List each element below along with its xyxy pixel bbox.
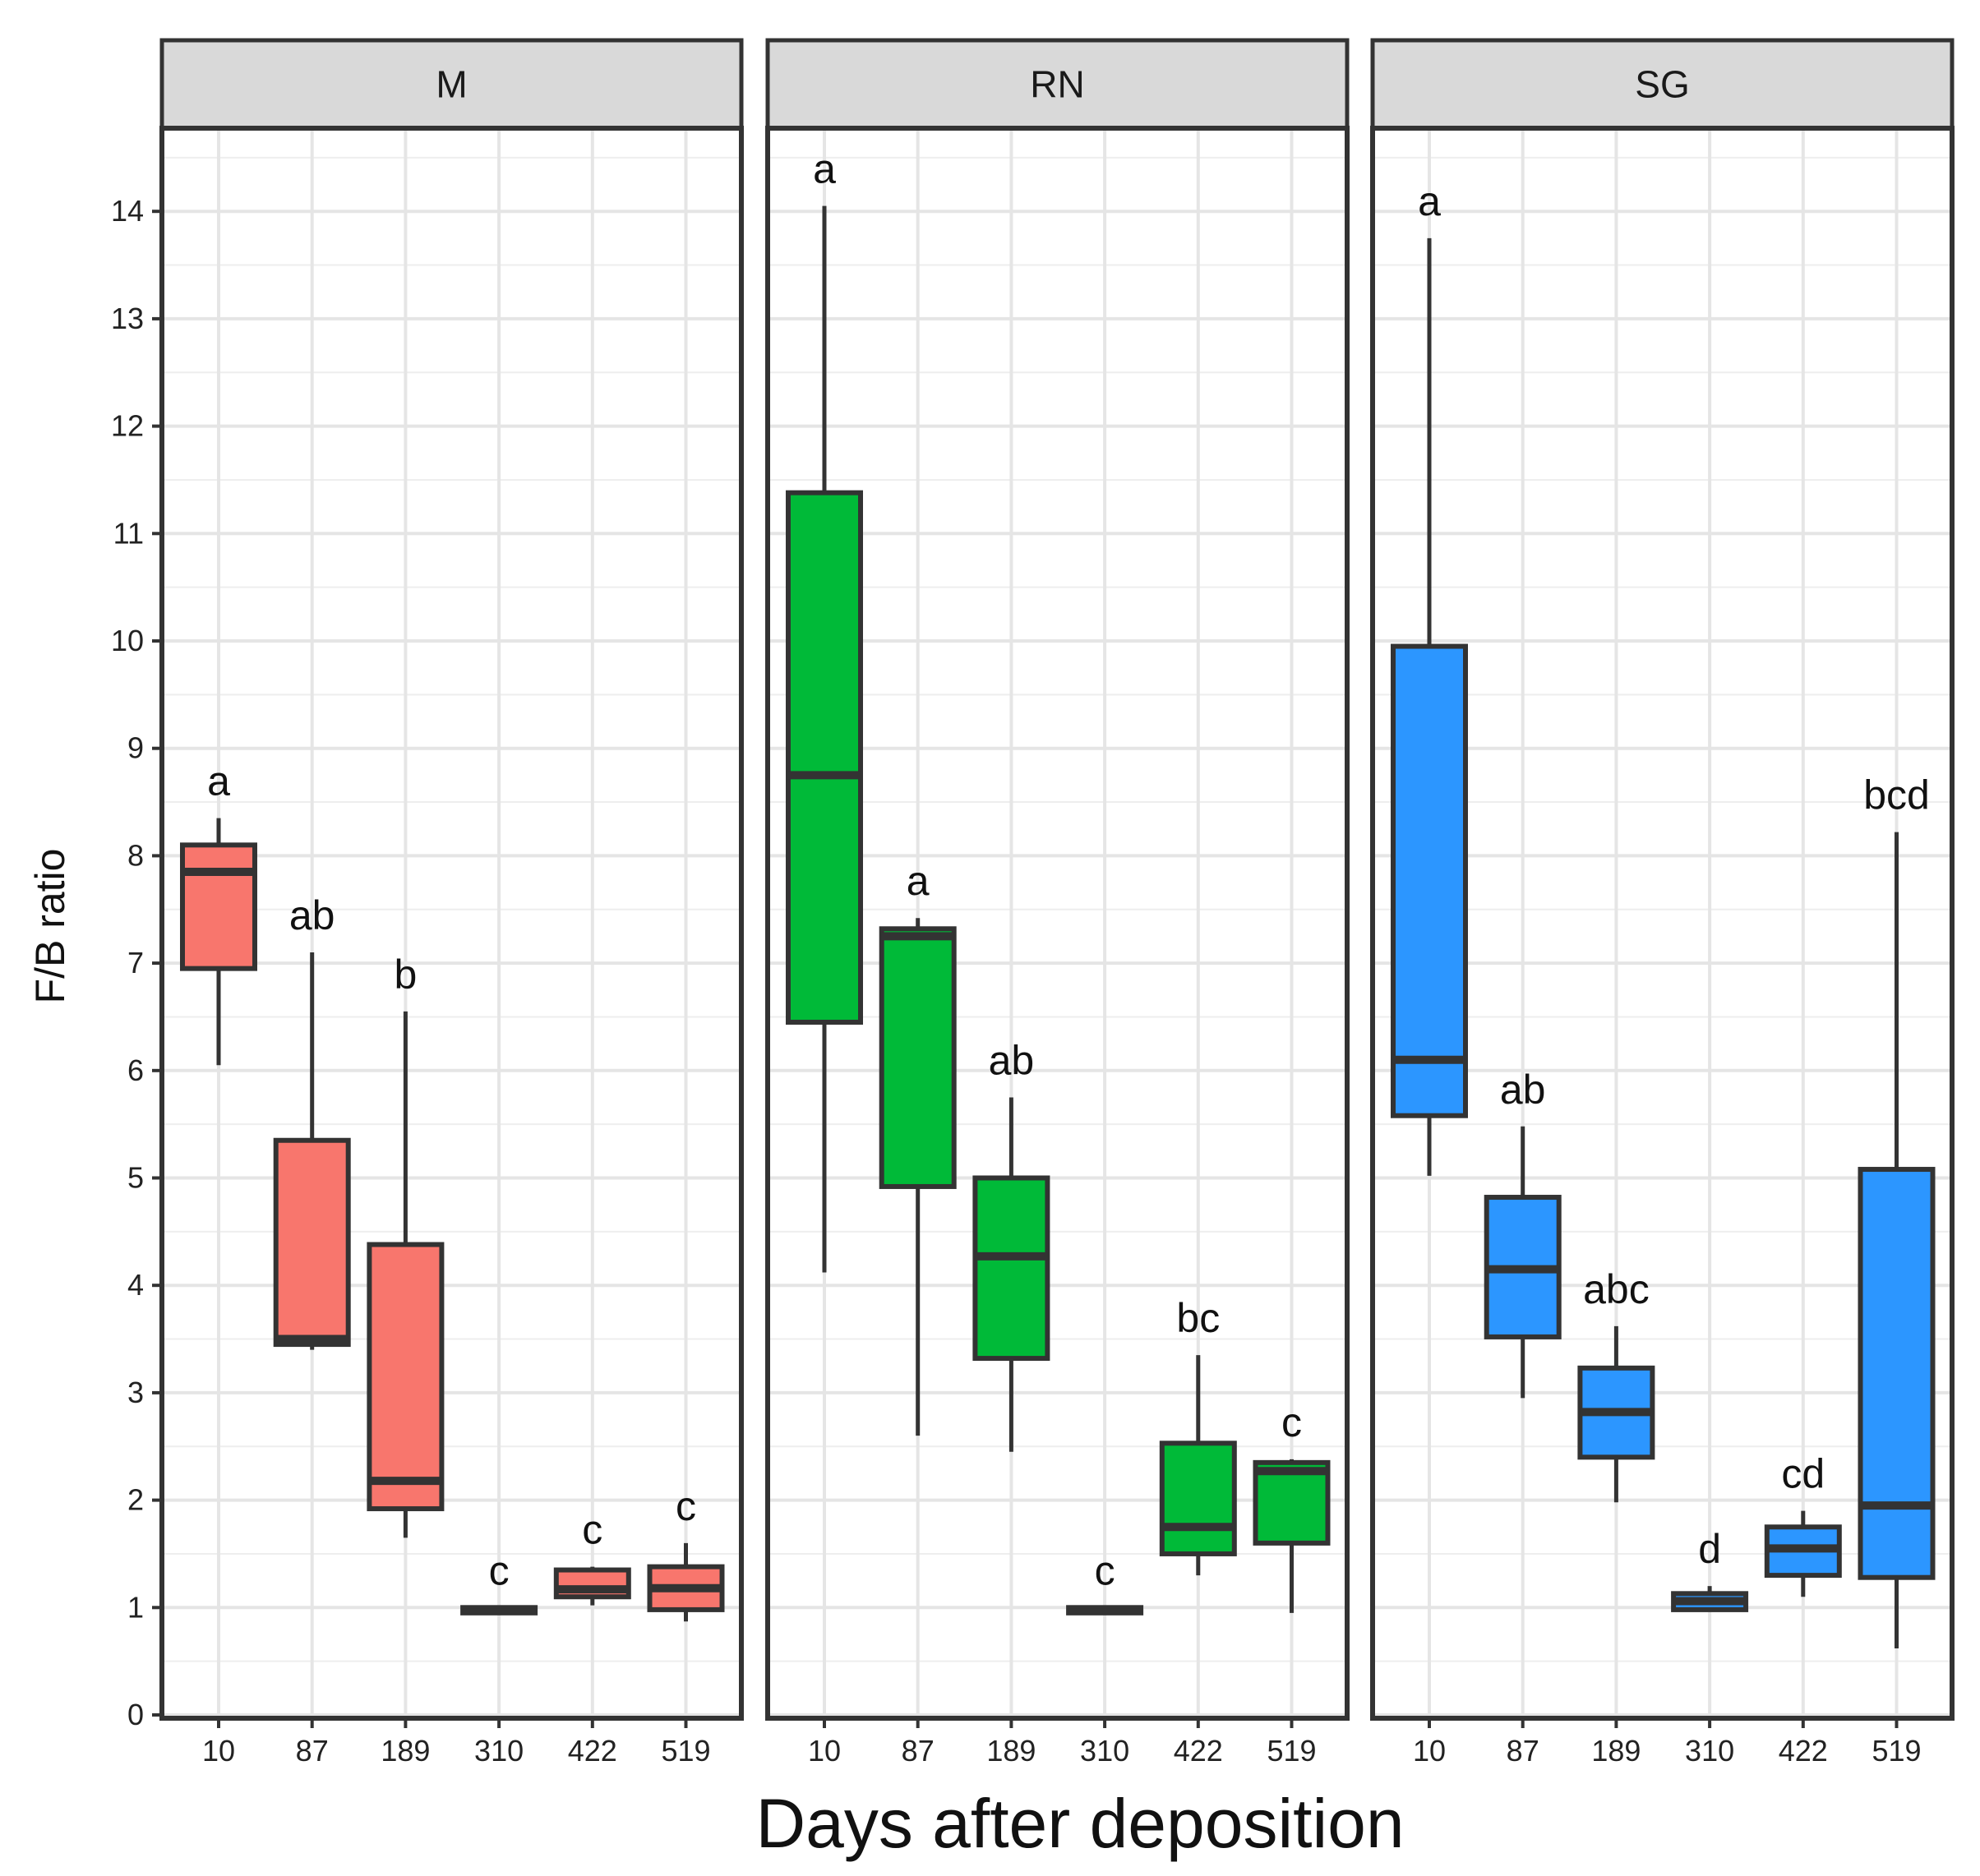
box-sg-310: d — [1671, 1526, 1749, 1612]
panel-border — [1370, 126, 1955, 1721]
x-tick-label: 519 — [1267, 1734, 1316, 1768]
box-sg-519: bcd — [1858, 772, 1936, 1648]
y-axis-title: F/B ratio — [27, 849, 73, 1004]
x-tick-label: 87 — [1507, 1734, 1539, 1768]
plot-background — [768, 128, 1347, 1718]
y-tick-label: 12 — [111, 409, 144, 443]
y-tick-label: 5 — [127, 1161, 144, 1195]
x-tick-label: 519 — [1872, 1734, 1921, 1768]
x-tick-label: 310 — [1685, 1734, 1734, 1768]
x-tick-label: 189 — [986, 1734, 1036, 1768]
significance-label: a — [813, 146, 836, 192]
x-tick-label: 189 — [381, 1734, 430, 1768]
y-tick-label: 13 — [111, 302, 144, 335]
significance-label: ab — [989, 1037, 1035, 1083]
panel-rn: RN a a ab c bc c 10 87 189 310 422 519 — [765, 38, 1350, 1768]
panel-border — [159, 126, 744, 1721]
box-m-10: a — [180, 758, 257, 1066]
x-tick-label: 422 — [1779, 1734, 1828, 1768]
x-tick-label: 10 — [808, 1734, 841, 1768]
panel-sg: SG a ab abc d cd bcd 10 87 189 310 422 519 — [1370, 38, 1955, 1768]
significance-label: a — [207, 758, 230, 804]
facet-strip-label: M — [436, 63, 467, 106]
facet-strip — [159, 38, 744, 131]
y-tick-label: 6 — [127, 1053, 144, 1087]
box-body — [1391, 643, 1468, 1118]
x-axis-title: Days after deposition — [755, 1785, 1404, 1862]
box-sg-10: a — [1391, 178, 1468, 1176]
box-sg-87: ab — [1484, 1067, 1562, 1399]
x-tick-label: 422 — [568, 1734, 617, 1768]
x-tick-label: 87 — [296, 1734, 329, 1768]
significance-label: d — [1698, 1526, 1721, 1572]
y-tick-label: 0 — [127, 1698, 144, 1731]
box-body — [1253, 1459, 1331, 1546]
y-tick-label: 8 — [127, 838, 144, 872]
box-m-189: b — [367, 952, 445, 1538]
plot-background — [1373, 128, 1952, 1718]
y-tick-label: 11 — [113, 516, 144, 550]
box-body — [367, 1242, 445, 1512]
significance-label: c — [582, 1507, 602, 1553]
y-tick-label: 4 — [127, 1268, 144, 1302]
significance-label: c — [489, 1547, 510, 1593]
x-tick-label: 310 — [1080, 1734, 1129, 1768]
significance-label: cd — [1781, 1451, 1825, 1497]
facet-strip-label: SG — [1635, 63, 1689, 106]
x-tick-label: 189 — [1591, 1734, 1641, 1768]
y-tick-label: 1 — [127, 1590, 144, 1624]
box-sg-422: cd — [1764, 1451, 1842, 1597]
significance-label: c — [1095, 1547, 1115, 1593]
y-tick-label: 7 — [127, 946, 144, 979]
significance-label: bc — [1176, 1295, 1220, 1341]
panel-border — [765, 126, 1350, 1721]
significance-label: c — [1281, 1399, 1302, 1445]
x-tick-label: 10 — [202, 1734, 235, 1768]
box-body — [786, 490, 863, 1025]
significance-label: b — [394, 952, 417, 998]
x-tick-label: 87 — [902, 1734, 935, 1768]
box-body — [879, 926, 957, 1189]
box-rn-10: a — [786, 146, 863, 1273]
x-tick-label: 10 — [1413, 1734, 1446, 1768]
significance-label: abc — [1583, 1266, 1650, 1312]
box-rn-310: c — [1066, 1547, 1144, 1616]
y-tick-label: 10 — [111, 624, 144, 657]
facet-strip-label: RN — [1030, 63, 1084, 106]
significance-label: a — [907, 858, 930, 904]
box-rn-422: bc — [1159, 1295, 1237, 1576]
box-m-519: c — [647, 1483, 725, 1622]
significance-label: ab — [1500, 1067, 1546, 1113]
x-tick-label: 519 — [661, 1734, 710, 1768]
box-body — [1159, 1440, 1237, 1556]
significance-label: ab — [289, 892, 335, 938]
significance-label: a — [1418, 178, 1441, 224]
plot-background — [162, 128, 741, 1718]
x-tick-label: 310 — [474, 1734, 524, 1768]
panel-m: Ma ab b c c c 10 87 189 310 422 519 — [159, 38, 744, 1768]
significance-label: c — [676, 1483, 696, 1529]
y-tick-label: 2 — [127, 1483, 144, 1517]
box-m-87: ab — [273, 892, 351, 1350]
y-tick-label: 9 — [127, 731, 144, 765]
y-tick-label: 14 — [111, 194, 144, 228]
box-sg-189: abc — [1577, 1266, 1655, 1503]
box-body — [273, 1137, 351, 1348]
y-tick-label: 3 — [127, 1376, 144, 1409]
box-rn-87: a — [879, 858, 957, 1436]
significance-label: bcd — [1863, 772, 1930, 818]
box-m-310: c — [460, 1547, 538, 1616]
box-body — [1858, 1167, 1936, 1580]
x-tick-label: 422 — [1174, 1734, 1223, 1768]
gridlines — [768, 128, 1347, 1718]
box-body — [180, 842, 257, 971]
box-body — [972, 1175, 1050, 1362]
box-rn-519: c — [1253, 1399, 1331, 1613]
box-m-422: c — [553, 1507, 631, 1606]
box-rn-189: ab — [972, 1037, 1050, 1452]
facet-strip — [1370, 38, 1955, 131]
